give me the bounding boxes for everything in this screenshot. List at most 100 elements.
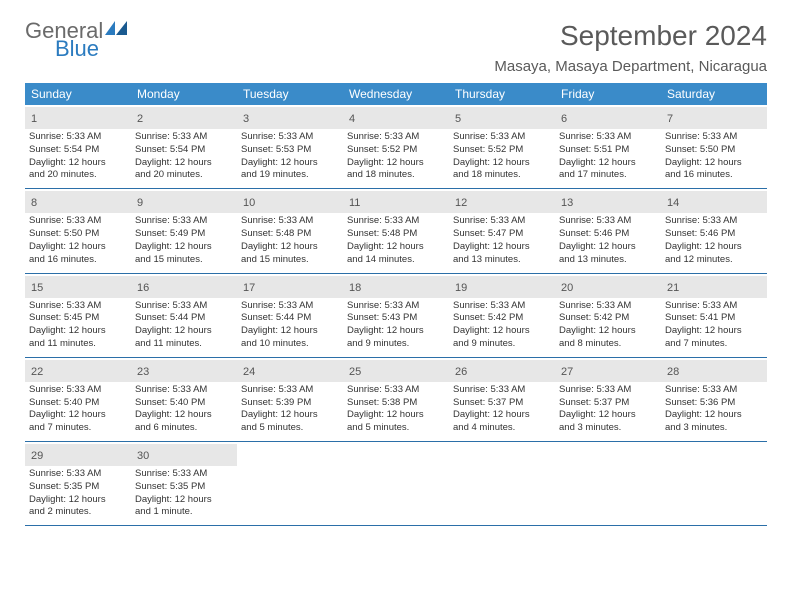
weekday-header: Wednesday xyxy=(343,83,449,105)
sunrise: Sunrise: 5:33 AM xyxy=(241,131,339,144)
sunrise: Sunrise: 5:33 AM xyxy=(29,300,127,313)
calendar-day: 18 Sunrise: 5:33 AMSunset: 5:43 PMDayligh… xyxy=(343,274,449,357)
sunrise: Sunrise: 5:33 AM xyxy=(559,300,657,313)
day-number: 15 xyxy=(31,282,43,294)
calendar-day: 11Sunrise: 5:33 AMSunset: 5:48 PMDayligh… xyxy=(343,189,449,272)
daylight-line1: Daylight: 12 hours xyxy=(347,409,445,422)
daylight-line2: and 13 minutes. xyxy=(453,254,551,267)
logo: General Blue xyxy=(25,20,127,60)
sunrise: Sunrise: 5:33 AM xyxy=(29,131,127,144)
calendar-day: 24Sunrise: 5:33 AMSunset: 5:39 PMDayligh… xyxy=(237,358,343,441)
day-number-row: 28 xyxy=(661,360,767,382)
daylight-line2: and 7 minutes. xyxy=(665,338,763,351)
day-number-row: 16 xyxy=(131,276,237,298)
day-number: 4 xyxy=(349,113,355,125)
day-number: 26 xyxy=(455,366,467,378)
day-number: 17 xyxy=(243,282,255,294)
daylight-line2: and 14 minutes. xyxy=(347,254,445,267)
day-number-row: 26 xyxy=(449,360,555,382)
day-number-row: 23 xyxy=(131,360,237,382)
day-number-row: 5 xyxy=(449,107,555,129)
calendar-day: 13 Sunrise: 5:33 AMSunset: 5:46 PMDayligh… xyxy=(555,189,661,272)
day-number-row: 20 xyxy=(555,276,661,298)
day-number: 8 xyxy=(31,197,37,209)
sunset: Sunset: 5:35 PM xyxy=(135,481,233,494)
daylight-line2: and 11 minutes. xyxy=(29,338,127,351)
sunset: Sunset: 5:43 PM xyxy=(347,312,445,325)
sunrise: Sunrise: 5:33 AM xyxy=(665,384,763,397)
sunrise: Sunrise: 5:33 AM xyxy=(135,300,233,313)
daylight-line2: and 20 minutes. xyxy=(29,169,127,182)
day-number-row: 29 xyxy=(25,444,131,466)
daylight-line2: and 11 minutes. xyxy=(135,338,233,351)
weekday-header: Tuesday xyxy=(237,83,343,105)
day-number: 18 xyxy=(349,282,361,294)
day-info: Sunrise: 5:33 AMSunset: 5:46 PMDaylight:… xyxy=(559,215,657,266)
day-number: 13 xyxy=(561,197,573,209)
calendar-day: 29Sunrise: 5:33 AMSunset: 5:35 PMDayligh… xyxy=(25,442,131,525)
sunrise: Sunrise: 5:33 AM xyxy=(347,384,445,397)
sunrise: Sunrise: 5:33 AM xyxy=(347,300,445,313)
sunset: Sunset: 5:54 PM xyxy=(29,144,127,157)
daylight-line2: and 16 minutes. xyxy=(665,169,763,182)
sunrise: Sunrise: 5:33 AM xyxy=(347,215,445,228)
day-info: Sunrise: 5:33 AMSunset: 5:39 PMDaylight:… xyxy=(241,384,339,435)
day-info: Sunrise: 5:33 AMSunset: 5:52 PMDaylight:… xyxy=(347,131,445,182)
logo-text-blue: Blue xyxy=(55,38,99,60)
day-info: Sunrise: 5:33 AMSunset: 5:35 PMDaylight:… xyxy=(135,468,233,519)
day-info: Sunrise: 5:33 AMSunset: 5:50 PMDaylight:… xyxy=(29,215,127,266)
calendar-day: 21Sunrise: 5:33 AMSunset: 5:41 PMDayligh… xyxy=(661,274,767,357)
daylight-line2: and 19 minutes. xyxy=(241,169,339,182)
calendar-week: 15Sunrise: 5:33 AMSunset: 5:45 PMDayligh… xyxy=(25,274,767,358)
sunrise: Sunrise: 5:33 AM xyxy=(241,300,339,313)
day-number: 10 xyxy=(243,197,255,209)
sunset: Sunset: 5:44 PM xyxy=(241,312,339,325)
daylight-line2: and 5 minutes. xyxy=(241,422,339,435)
header: General Blue September 2024 Masaya, Masa… xyxy=(25,20,767,75)
sunset: Sunset: 5:42 PM xyxy=(559,312,657,325)
day-number: 29 xyxy=(31,450,43,462)
day-info: Sunrise: 5:33 AMSunset: 5:44 PMDaylight:… xyxy=(135,300,233,351)
day-info: Sunrise: 5:33 AMSunset: 5:41 PMDaylight:… xyxy=(665,300,763,351)
day-number-row: 27 xyxy=(555,360,661,382)
sunset: Sunset: 5:39 PM xyxy=(241,397,339,410)
sunset: Sunset: 5:53 PM xyxy=(241,144,339,157)
daylight-line1: Daylight: 12 hours xyxy=(241,157,339,170)
daylight-line1: Daylight: 12 hours xyxy=(347,241,445,254)
day-info: Sunrise: 5:33 AMSunset: 5:44 PMDaylight:… xyxy=(241,300,339,351)
sunrise: Sunrise: 5:33 AM xyxy=(559,131,657,144)
sunrise: Sunrise: 5:33 AM xyxy=(559,384,657,397)
daylight-line1: Daylight: 12 hours xyxy=(29,409,127,422)
calendar-day: 27Sunrise: 5:33 AMSunset: 5:37 PMDayligh… xyxy=(555,358,661,441)
day-info: Sunrise: 5:33 AMSunset: 5:40 PMDaylight:… xyxy=(135,384,233,435)
calendar-day xyxy=(237,442,343,525)
sunset: Sunset: 5:52 PM xyxy=(347,144,445,157)
calendar-day xyxy=(449,442,555,525)
weekday-header: Monday xyxy=(131,83,237,105)
daylight-line2: and 13 minutes. xyxy=(559,254,657,267)
calendar-day: 7Sunrise: 5:33 AMSunset: 5:50 PMDaylight… xyxy=(661,105,767,188)
calendar-day: 15Sunrise: 5:33 AMSunset: 5:45 PMDayligh… xyxy=(25,274,131,357)
daylight-line2: and 5 minutes. xyxy=(347,422,445,435)
calendar-day: 22Sunrise: 5:33 AMSunset: 5:40 PMDayligh… xyxy=(25,358,131,441)
weekday-header: Thursday xyxy=(449,83,555,105)
calendar-day xyxy=(343,442,449,525)
calendar-day: 25Sunrise: 5:33 AMSunset: 5:38 PMDayligh… xyxy=(343,358,449,441)
day-info: Sunrise: 5:33 AMSunset: 5:47 PMDaylight:… xyxy=(453,215,551,266)
daylight-line1: Daylight: 12 hours xyxy=(665,157,763,170)
day-info: Sunrise: 5:33 AMSunset: 5:51 PMDaylight:… xyxy=(559,131,657,182)
sunset: Sunset: 5:40 PM xyxy=(135,397,233,410)
sunrise: Sunrise: 5:33 AM xyxy=(135,468,233,481)
daylight-line1: Daylight: 12 hours xyxy=(453,241,551,254)
sunset: Sunset: 5:38 PM xyxy=(347,397,445,410)
daylight-line1: Daylight: 12 hours xyxy=(453,409,551,422)
day-info: Sunrise: 5:33 AMSunset: 5:43 PMDaylight:… xyxy=(347,300,445,351)
calendar-day: 26Sunrise: 5:33 AMSunset: 5:37 PMDayligh… xyxy=(449,358,555,441)
sunset: Sunset: 5:48 PM xyxy=(241,228,339,241)
calendar-day: 8 Sunrise: 5:33 AMSunset: 5:50 PMDaylight… xyxy=(25,189,131,272)
sunrise: Sunrise: 5:33 AM xyxy=(347,131,445,144)
calendar-day: 1Sunrise: 5:33 AMSunset: 5:54 PMDaylight… xyxy=(25,105,131,188)
daylight-line2: and 15 minutes. xyxy=(135,254,233,267)
daylight-line1: Daylight: 12 hours xyxy=(453,325,551,338)
calendar-day xyxy=(661,442,767,525)
